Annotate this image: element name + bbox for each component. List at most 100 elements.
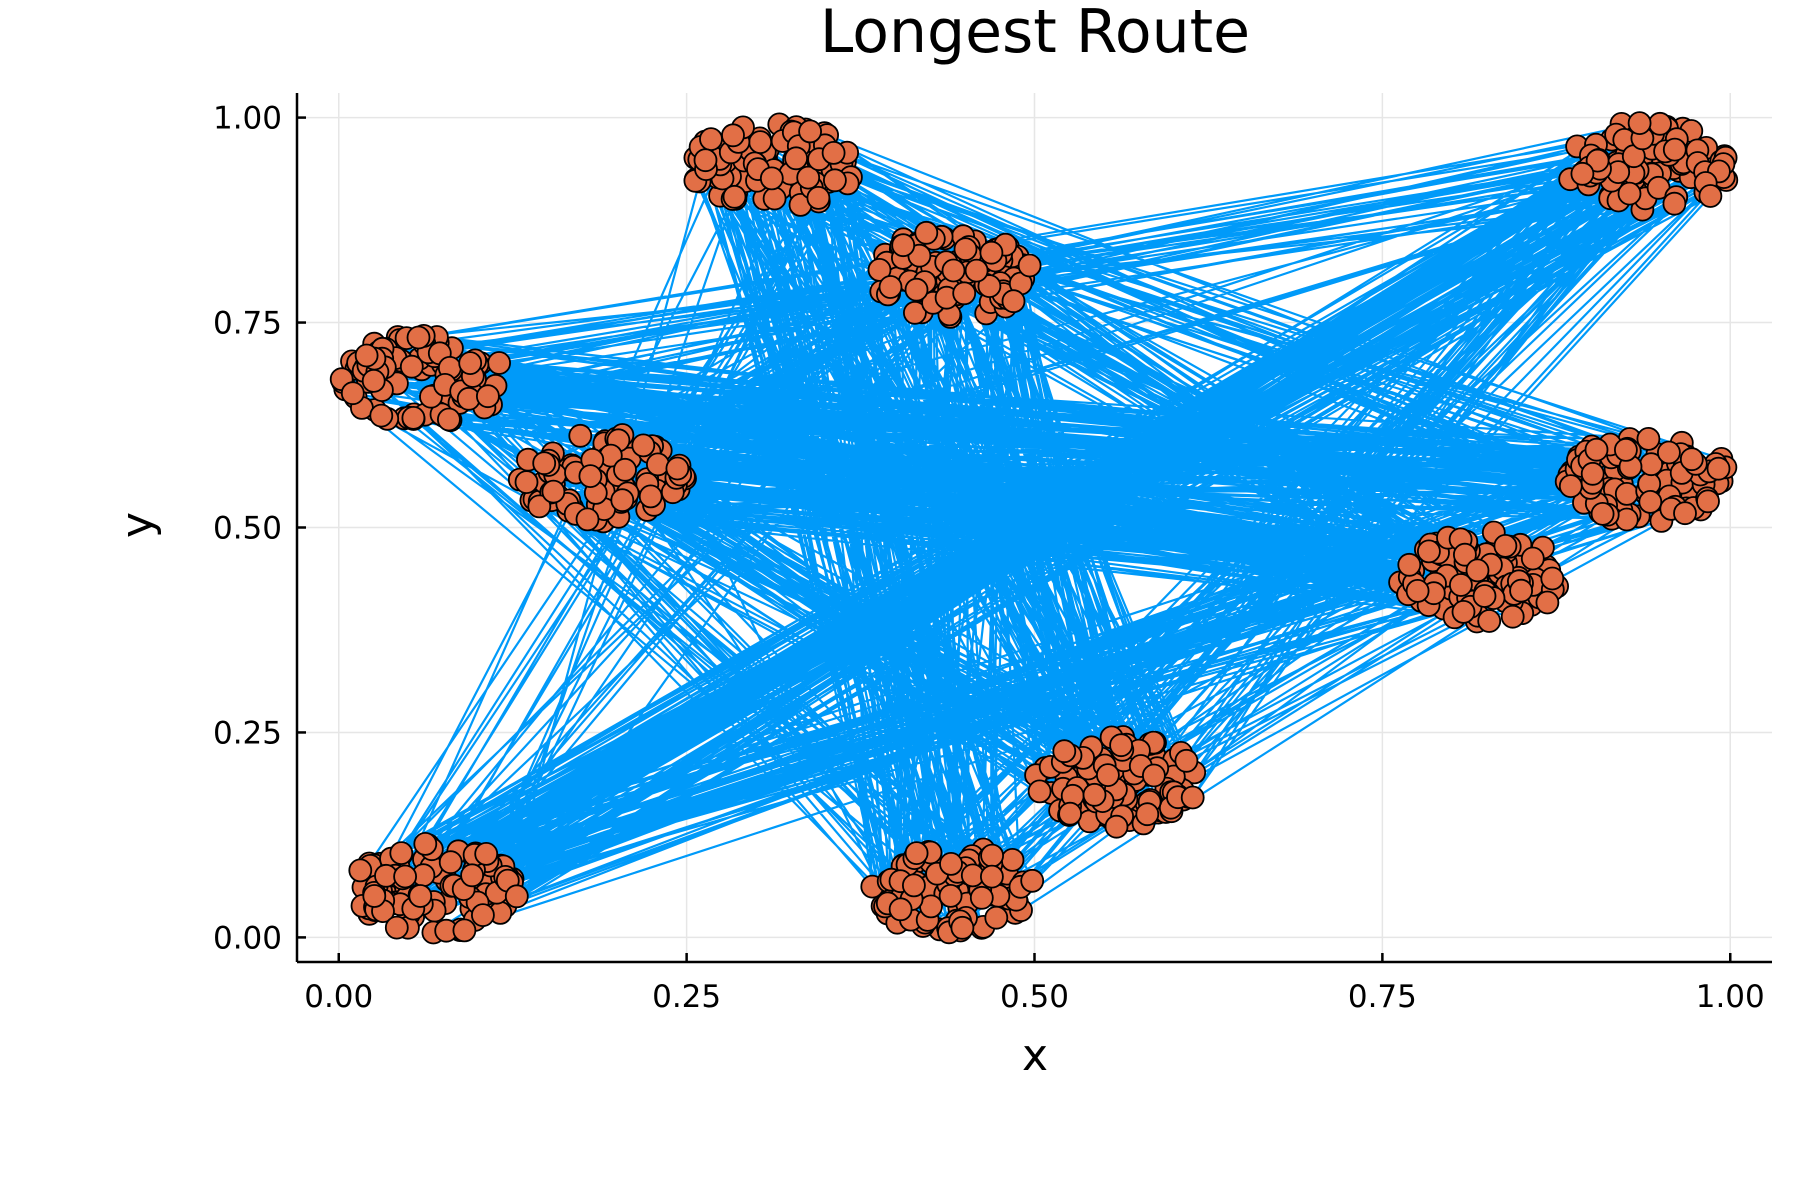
data-point [977,274,1002,299]
data-point [969,885,994,910]
data-point [964,258,989,283]
data-point [1417,539,1441,564]
data-point [406,325,431,350]
data-point [1706,456,1731,481]
data-point [1638,489,1663,514]
data-point [1696,489,1720,514]
data-point [904,841,929,865]
data-point [784,146,808,171]
x-tick-labels: 0.00 0.25 0.50 0.75 1.00 [304,979,1765,1015]
data-point [1585,148,1610,173]
data-point [1027,779,1052,804]
data-point [393,864,418,889]
data-point [1662,191,1687,216]
data-point [1617,181,1642,206]
y-tick-labels: 0.00 0.25 0.50 0.75 1.00 [213,101,282,957]
data-point [867,257,892,282]
data-point [1614,481,1639,506]
data-point [568,423,593,448]
data-point [631,433,656,458]
y-tick-label: 0.50 [213,511,282,547]
data-point [340,381,365,406]
data-point [878,275,903,299]
data-point [1180,785,1205,810]
data-point [1135,802,1160,827]
data-point [1520,546,1545,571]
data-point [1001,289,1026,314]
data-point [384,915,409,940]
data-point [532,451,557,476]
data-point [1017,253,1042,278]
data-point [914,220,939,245]
data-point [541,479,566,504]
data-point [1570,161,1595,186]
data-point [438,850,463,875]
y-axis-label: y [112,512,163,538]
x-tick-label: 1.00 [1696,979,1765,1015]
data-point [1493,534,1518,558]
data-point [891,233,916,258]
data-point [575,507,600,532]
data-point [362,884,387,908]
data-point [1058,801,1082,826]
data-point [759,166,784,191]
data-point [1104,814,1129,839]
data-point [806,185,831,210]
data-point [1558,474,1583,499]
data-point [1477,609,1502,633]
data-point [980,843,1004,868]
data-point [389,841,414,865]
data-point [952,281,977,306]
data-point [1657,440,1681,465]
y-tick-label: 0.00 [213,920,282,956]
data-point [1584,437,1609,462]
data-point [693,148,718,173]
data-point [1540,566,1565,591]
x-tick-label: 0.75 [1348,979,1417,1015]
axes [295,93,1772,964]
data-point [823,168,847,193]
data-point [665,456,690,481]
data-point [1590,502,1615,526]
data-point [1614,437,1638,462]
data-point [361,368,386,393]
data-point [939,852,963,876]
data-point [436,407,461,432]
data-point [980,864,1004,889]
data-point [699,127,723,152]
data-point [578,464,603,489]
data-point [527,494,552,519]
data-point [399,354,424,379]
data-point [413,832,438,856]
data-point [452,918,477,943]
data-point [474,842,499,866]
data-point [1509,578,1533,603]
data-point [1000,848,1025,872]
y-tick-label: 0.25 [213,715,282,751]
data-point [401,405,426,430]
data-point [458,351,483,376]
data-point [1648,111,1672,136]
data-point [888,897,913,922]
data-point [1174,748,1199,773]
data-point [1109,733,1133,758]
data-point [460,863,485,888]
data-point [1082,782,1107,807]
data-point [984,905,1009,930]
data-point [1636,426,1661,451]
data-point [1500,604,1525,629]
data-point [762,186,787,211]
data-point [821,140,846,165]
data-point [504,884,529,909]
x-axis-label: x [1022,1030,1048,1081]
data-points [329,111,1739,945]
data-point [798,119,822,144]
data-point [487,351,512,375]
data-point [721,123,745,148]
data-point [354,343,379,368]
data-point [941,258,966,283]
data-point [475,384,500,409]
data-point [1472,584,1497,608]
data-point [1465,558,1490,583]
